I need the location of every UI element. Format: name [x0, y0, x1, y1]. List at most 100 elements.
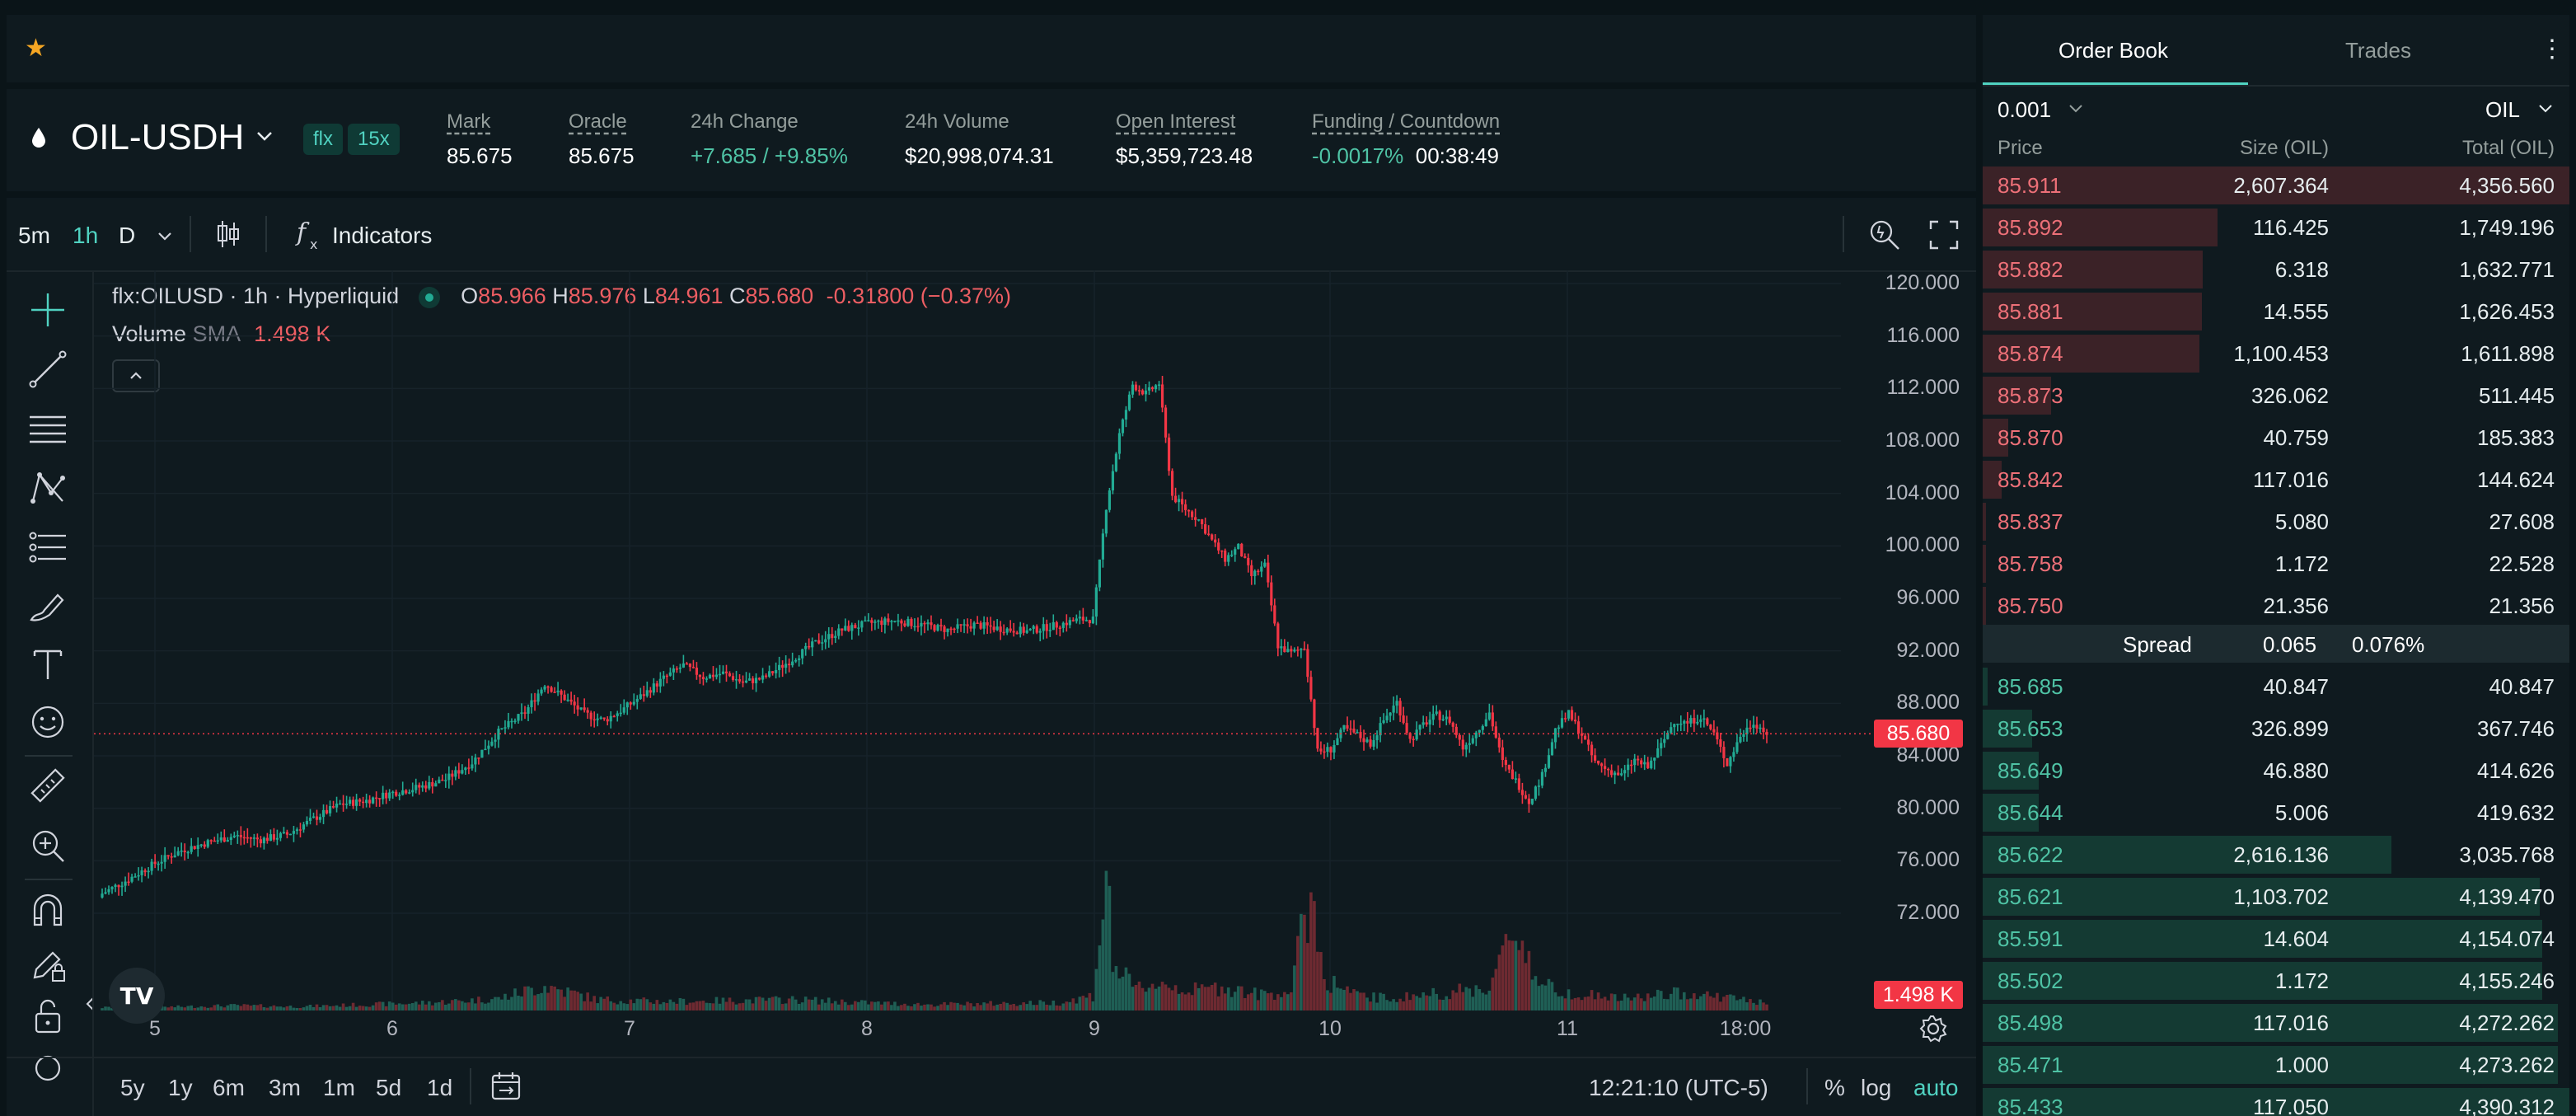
star-icon[interactable]: ★	[25, 35, 47, 62]
candle-body	[1637, 758, 1640, 761]
ask-row[interactable]: 85.870 40.759 185.383	[1983, 417, 2569, 458]
bid-row[interactable]: 85.502 1.172 4,155.246	[1983, 960, 2569, 1001]
candle-body	[920, 622, 923, 627]
log-toggle[interactable]: log	[1861, 1075, 1892, 1100]
candle-body	[1620, 773, 1623, 776]
tab-order-book[interactable]: Order Book	[2058, 38, 2168, 63]
candle-body	[854, 625, 857, 629]
chart-clock[interactable]: 12:21:10 (UTC-5)	[1589, 1075, 1768, 1100]
order-size: 21.356	[2263, 593, 2329, 618]
range-1m[interactable]: 1m	[323, 1075, 355, 1100]
bid-row[interactable]: 85.471 1.000 4,273.262	[1983, 1044, 2569, 1086]
candles-icon[interactable]	[214, 218, 242, 251]
chevron-down-icon[interactable]	[2536, 101, 2555, 117]
volume-bar	[196, 1007, 200, 1010]
volume-bar	[599, 996, 602, 1010]
badge-leverage[interactable]: 15x	[348, 124, 400, 155]
candle-body	[335, 803, 339, 808]
market-symbol[interactable]: OIL-USDH	[71, 117, 245, 157]
bid-row[interactable]: 85.644 5.006 419.632	[1983, 792, 2569, 833]
volume-bar	[384, 1006, 388, 1010]
interval-1h[interactable]: 1h	[73, 223, 99, 248]
chevron-down-icon[interactable]	[155, 227, 175, 244]
range-1d[interactable]: 1d	[427, 1075, 453, 1100]
volume-bar	[292, 1007, 296, 1010]
go-to-date-icon[interactable]	[488, 1068, 524, 1104]
auto-toggle[interactable]: auto	[1913, 1075, 1959, 1100]
candle-body	[1177, 499, 1181, 503]
bid-row[interactable]: 85.498 117.016 4,272.262	[1983, 1002, 2569, 1043]
range-6m[interactable]: 6m	[213, 1075, 245, 1100]
eye-icon[interactable]	[26, 1047, 69, 1090]
pattern-tool-icon[interactable]	[26, 467, 69, 509]
ask-row[interactable]: 85.911 2,607.364 4,356.560	[1983, 165, 2569, 206]
bid-row[interactable]: 85.653 326.899 367.746	[1983, 708, 2569, 749]
range-1y[interactable]: 1y	[168, 1075, 193, 1100]
ask-row[interactable]: 85.882 6.318 1,632.771	[1983, 249, 2569, 290]
candle-body	[1670, 727, 1673, 734]
candle-body	[1527, 798, 1531, 804]
brush-icon[interactable]	[26, 585, 69, 628]
lock-icon[interactable]	[26, 994, 69, 1037]
percent-toggle[interactable]: %	[1824, 1075, 1845, 1100]
candle-body	[285, 832, 289, 835]
trend-line-icon[interactable]	[26, 348, 69, 391]
collapse-legend-button[interactable]	[112, 359, 160, 392]
tradingview-logo-icon[interactable]: TV	[99, 958, 175, 1034]
ask-row[interactable]: 85.837 5.080 27.608	[1983, 501, 2569, 542]
candle-body	[1461, 739, 1464, 750]
ruler-icon[interactable]	[26, 765, 69, 808]
bid-row[interactable]: 85.622 2,616.136 3,035.768	[1983, 834, 2569, 875]
quick-search-icon[interactable]	[1867, 218, 1902, 252]
fib-retracement-icon[interactable]	[26, 526, 69, 569]
bid-row[interactable]: 85.433 117.050 4,390.312	[1983, 1086, 2569, 1116]
volume-bar	[553, 986, 556, 1010]
tab-trades[interactable]: Trades	[2345, 38, 2411, 63]
settings-gear-icon[interactable]	[1918, 1014, 1948, 1043]
volume-bar	[1019, 1005, 1023, 1010]
ask-row[interactable]: 85.758 1.172 22.528	[1983, 543, 2569, 584]
chevron-down-icon[interactable]	[2067, 101, 2085, 117]
volume-bar	[1703, 993, 1706, 1010]
ask-row[interactable]: 85.842 117.016 144.624	[1983, 459, 2569, 500]
function-icon[interactable]: f x	[293, 218, 326, 252]
crosshair-tool-icon[interactable]	[26, 288, 69, 331]
magnet-icon[interactable]	[26, 889, 69, 931]
bid-row[interactable]: 85.649 46.880 414.626	[1983, 750, 2569, 791]
candle-body	[1201, 519, 1204, 525]
ask-row[interactable]: 85.874 1,100.453 1,611.898	[1983, 333, 2569, 374]
bid-row[interactable]: 85.621 1,103.702 4,139.470	[1983, 876, 2569, 917]
ask-row[interactable]: 85.892 116.425 1,749.196	[1983, 207, 2569, 248]
ask-row[interactable]: 85.873 326.062 511.445	[1983, 375, 2569, 416]
legend-title[interactable]: flx:OILUSD · 1h · Hyperliquid	[112, 284, 400, 308]
zoom-in-icon[interactable]	[26, 824, 69, 867]
indicators-button[interactable]: Indicators	[332, 223, 433, 248]
range-3m[interactable]: 3m	[269, 1075, 301, 1100]
chevron-left-icon[interactable]	[84, 996, 96, 1012]
range-5y[interactable]: 5y	[120, 1075, 145, 1100]
bid-row[interactable]: 85.685 40.847 40.847	[1983, 666, 2569, 707]
candle-body	[764, 675, 768, 678]
unit-select[interactable]: OIL	[2485, 97, 2520, 122]
text-tool-icon[interactable]	[26, 643, 69, 686]
legend-h-label: H	[552, 284, 569, 308]
horizontal-lines-icon[interactable]	[26, 407, 69, 450]
tick-size-select[interactable]: 0.001	[1998, 97, 2052, 122]
candle-body	[1257, 570, 1260, 573]
range-5d[interactable]: 5d	[376, 1075, 402, 1100]
more-options-icon[interactable]: ⋮	[2540, 35, 2564, 63]
bid-row[interactable]: 85.591 14.604 4,154.074	[1983, 918, 2569, 959]
stat-value: $20,998,074.31	[905, 143, 1054, 168]
volume-bar	[1745, 1002, 1749, 1010]
volume-bar	[1586, 996, 1590, 1010]
ask-row[interactable]: 85.881 14.555 1,626.453	[1983, 291, 2569, 332]
emoji-icon[interactable]	[26, 701, 69, 743]
chevron-down-icon[interactable]	[254, 125, 275, 147]
interval-5m[interactable]: 5m	[18, 223, 50, 248]
price-chart[interactable]	[94, 270, 1874, 1010]
lock-drawing-icon[interactable]	[26, 943, 69, 986]
fullscreen-icon[interactable]	[1928, 219, 1960, 251]
candle-body	[1693, 718, 1696, 724]
interval-d[interactable]: D	[119, 223, 136, 248]
ask-row[interactable]: 85.750 21.356 21.356	[1983, 585, 2569, 626]
